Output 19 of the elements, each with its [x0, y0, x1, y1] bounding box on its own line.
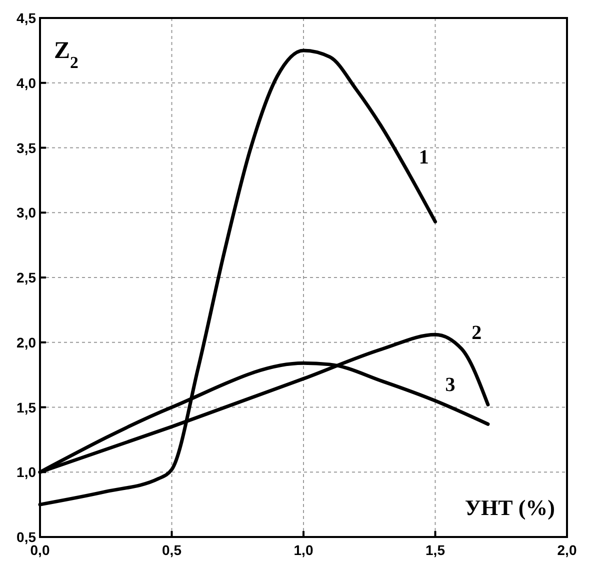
y-tick-label: 0,5	[16, 529, 36, 545]
y-tick-label: 1,0	[16, 464, 36, 480]
x-tick-label: 0,0	[30, 542, 50, 558]
y-tick-label: 2,5	[16, 270, 36, 286]
series-label: 1	[418, 146, 429, 169]
x-tick-label: 1,5	[426, 542, 446, 558]
y-tick-label: 2,0	[16, 334, 36, 350]
x-tick-label: 2,0	[557, 542, 577, 558]
series-label: 2	[472, 322, 482, 344]
x-tick-label: 0,5	[162, 542, 182, 558]
y-tick-label: 4,5	[16, 10, 36, 26]
series-label: 3	[445, 374, 456, 396]
y-tick-label: 4,0	[16, 74, 36, 91]
y-axis-title: Z$_{2}$	[54, 38, 78, 72]
y-tick-label: 3,0	[16, 204, 36, 221]
x-axis-title: УНТ (%)	[464, 495, 555, 520]
y-tick-label: 3,5	[16, 140, 36, 156]
y-tick-label: 1,5	[16, 399, 36, 416]
x-tick-label: 1,0	[294, 542, 314, 558]
